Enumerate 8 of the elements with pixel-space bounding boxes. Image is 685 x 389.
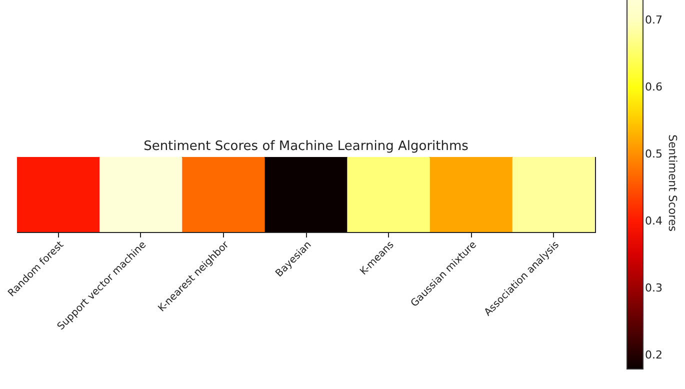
chart-title: Sentiment Scores of Machine Learning Algorithms [144,139,469,154]
color-bar-label: 0.6 [645,80,662,94]
color-bar-label: 0.3 [645,282,662,295]
color-bar-label: 0.7 [645,13,662,26]
color-bar-title: Sentiment Scores [666,134,679,232]
color-bar-label: 0.5 [645,148,662,161]
color-bar-label: 0.4 [645,214,662,228]
color-bar-label: 0.2 [645,348,662,362]
